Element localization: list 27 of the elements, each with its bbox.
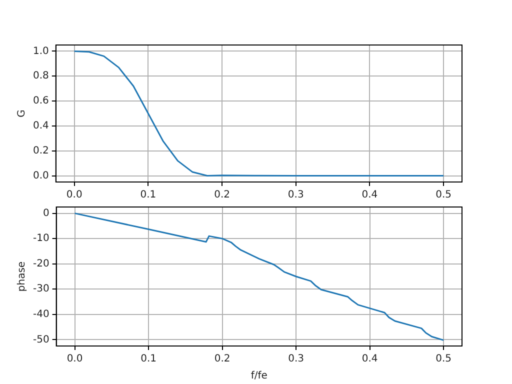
x-tick-label: 0.0 (66, 354, 83, 365)
y-axis-title: G (16, 110, 28, 118)
x-tick-label: 0.1 (140, 190, 156, 201)
y-tick-label: 0.4 (32, 120, 49, 132)
y-tick-label: -30 (32, 284, 50, 295)
x-tick-label: 0.1 (140, 354, 156, 365)
x-tick-label: 0.3 (288, 354, 304, 365)
y-tick-label: -40 (32, 309, 50, 320)
y-tick-label: -20 (32, 258, 50, 270)
x-tick-label: 0.3 (288, 190, 304, 201)
y-tick-label: 1.0 (32, 46, 49, 57)
x-tick-label: 0.5 (436, 354, 452, 365)
y-tick-label: 0.6 (32, 96, 49, 107)
y-tick-label: 0.2 (32, 145, 49, 156)
y-tick-label: -50 (32, 334, 50, 346)
x-tick-label: 0.5 (436, 190, 452, 201)
x-tick-label: 0.2 (214, 354, 230, 365)
x-tick-label: 0.4 (362, 354, 378, 365)
x-axis-title: f/fe (250, 370, 268, 382)
y-tick-label: -10 (32, 233, 50, 244)
y-tick-label: 0.8 (32, 70, 49, 82)
x-tick-label: 0.4 (362, 190, 378, 201)
y-tick-label: 0 (42, 208, 50, 219)
x-tick-label: 0.0 (66, 190, 82, 201)
y-tick-label: 0.0 (32, 170, 49, 182)
x-tick-label: 0.2 (214, 190, 230, 201)
y-axis-title: phase (16, 261, 28, 292)
